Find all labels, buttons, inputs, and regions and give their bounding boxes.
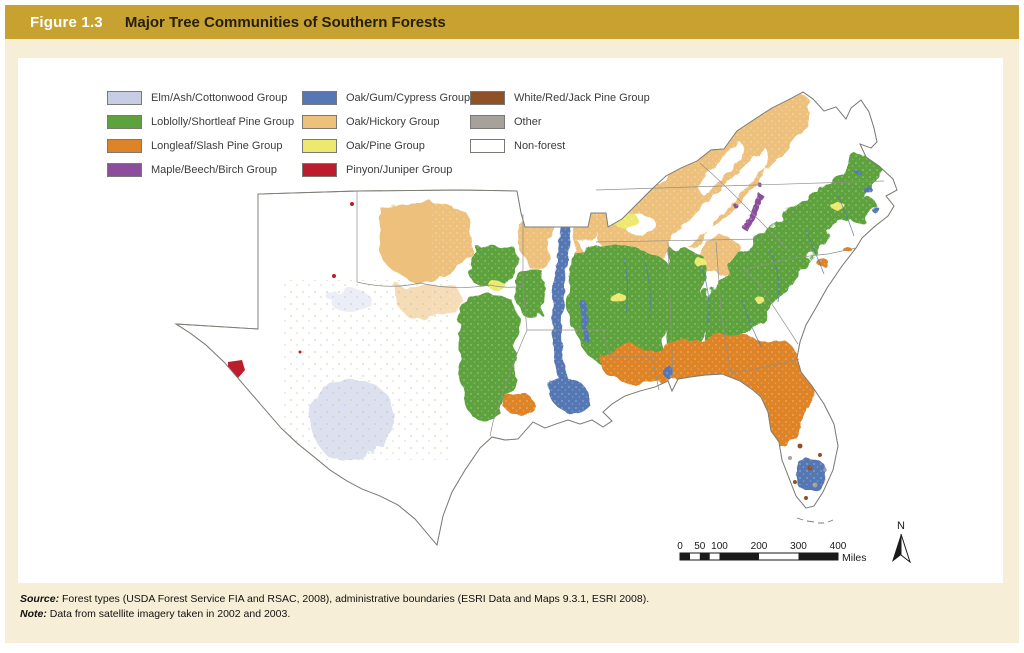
legend-swatch (470, 91, 505, 105)
figure-title: Major Tree Communities of Southern Fores… (124, 13, 446, 31)
scale-tick-100: 100 (711, 541, 728, 552)
legend-item: Elm/Ash/Cottonwood Group (107, 86, 294, 110)
forest-map: 0 50 100 200 300 400 Miles N (174, 91, 911, 564)
legend-swatch (107, 163, 142, 177)
legend-label: Oak/Pine Group (346, 140, 425, 152)
legend-item: White/Red/Jack Pine Group (470, 86, 650, 110)
scale-tick-0: 0 (677, 541, 683, 552)
legend-swatch (302, 115, 337, 129)
legend-item: Loblolly/Shortleaf Pine Group (107, 110, 294, 134)
legend-item: Maple/Beech/Birch Group (107, 158, 294, 182)
legend-label: Oak/Gum/Cypress Group (346, 92, 471, 104)
source-label: Source: (20, 593, 60, 605)
north-arrow-icon: N (892, 520, 911, 564)
scale-bar: 0 50 100 200 300 400 Miles (677, 541, 866, 564)
legend-swatch (302, 163, 337, 177)
figure-label: Figure 1.3 (30, 13, 103, 31)
legend-item: Pinyon/Juniper Group (302, 158, 470, 182)
state-boundaries (356, 162, 885, 437)
legend-item: Oak/Gum/Cypress Group (302, 86, 470, 110)
legend-item: Oak/Hickory Group (302, 110, 470, 134)
legend-item: Other (470, 110, 650, 134)
legend-swatch (107, 115, 142, 129)
legend-label: Maple/Beech/Birch Group (151, 164, 277, 176)
legend-swatch (302, 139, 337, 153)
scale-tick-300: 300 (790, 541, 807, 552)
coastline (174, 91, 898, 546)
florida-keys (796, 517, 834, 524)
legend-swatch (107, 91, 142, 105)
note-label: Note: (20, 607, 47, 620)
source-text: Forest types (USDA Forest Service FIA an… (59, 593, 650, 605)
north-label: N (897, 520, 905, 532)
legend-swatch (470, 139, 505, 153)
scale-tick-50: 50 (694, 541, 706, 552)
legend-label: Other (514, 116, 542, 128)
legend-item: Oak/Pine Group (302, 134, 470, 158)
legend-swatch (107, 139, 142, 153)
legend-swatch (302, 91, 337, 105)
scale-tick-400: 400 (830, 541, 847, 552)
scale-tick-200: 200 (751, 541, 768, 552)
note-text: Data from satellite imagery taken in 200… (46, 607, 291, 620)
legend-label: Oak/Hickory Group (346, 116, 440, 128)
legend-label: White/Red/Jack Pine Group (514, 92, 650, 104)
figure-footnotes: Source: Forest types (USDA Forest Servic… (20, 592, 649, 621)
legend-label: Elm/Ash/Cottonwood Group (151, 92, 288, 104)
legend-item: Longleaf/Slash Pine Group (107, 134, 294, 158)
legend-label: Pinyon/Juniper Group (346, 164, 453, 176)
figure-header: Figure 1.3 Major Tree Communities of Sou… (5, 5, 1019, 39)
legend-label: Longleaf/Slash Pine Group (151, 140, 283, 152)
source-line: Source: Forest types (USDA Forest Servic… (20, 592, 649, 607)
legend-swatch (470, 115, 505, 129)
figure-panel: 0 50 100 200 300 400 Miles N (18, 58, 1003, 583)
legend-label: Loblolly/Shortleaf Pine Group (151, 116, 295, 128)
legend-item: Non-forest (470, 134, 650, 158)
scale-unit-label: Miles (842, 552, 867, 564)
legend-label: Non-forest (514, 140, 566, 152)
note-line: Note: Data from satellite imagery taken … (20, 607, 649, 622)
